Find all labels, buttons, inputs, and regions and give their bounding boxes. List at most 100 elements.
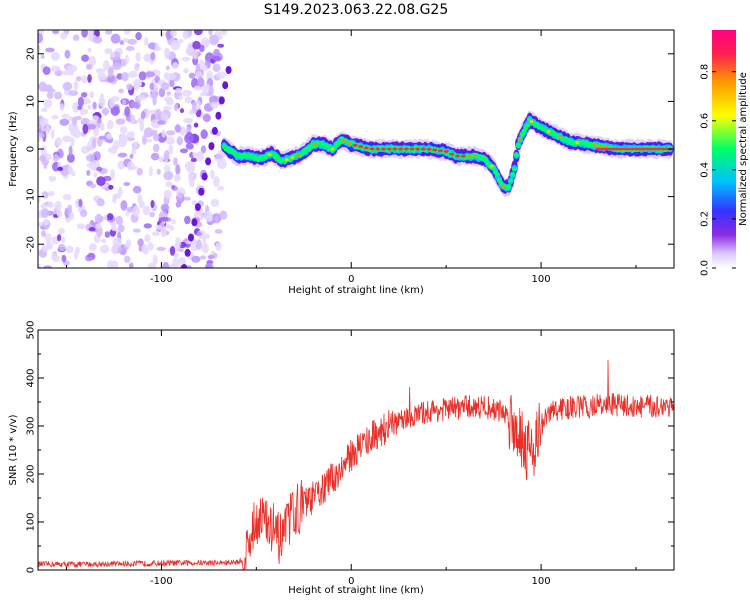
noise-blob [80,117,91,126]
noise-blob [163,170,174,181]
ridge-core [603,147,609,151]
noise-blob [179,148,189,154]
noise-blob [190,157,197,163]
y-tick-label: 0 [26,567,37,573]
ridge-core [432,148,438,152]
noise-blob [106,119,114,130]
noise-blob [124,54,129,64]
noise-blob [164,47,170,59]
noise-blob [209,95,218,105]
noise-blob [130,114,136,124]
noise-blob [126,207,133,212]
noise-blob [118,186,123,197]
noise-blob [135,31,142,41]
noise-streak [205,157,212,166]
ridge-mark [510,172,516,177]
noise-blob [72,34,80,41]
noise-blob [163,72,169,80]
noise-blob [82,108,89,115]
noise-blob [168,144,174,155]
noise-blob [137,194,143,205]
noise-blob [48,175,57,182]
noise-blob [68,211,75,221]
noise-streak [208,142,215,151]
noise-blob [43,84,53,92]
y-tick-label: 0 [26,146,37,152]
noise-blob [81,30,88,38]
ridge-mark [274,153,280,159]
noise-blob [138,71,147,81]
noise-blob [68,145,73,156]
noise-blob [130,101,139,109]
noise-blob [57,166,64,171]
noise-blob [100,93,104,103]
ridge-core [610,147,616,151]
noise-blob [45,233,52,244]
noise-blob [71,170,76,177]
noise-blob [85,154,96,162]
ridge-core [518,138,522,141]
noise-blob [185,49,191,54]
noise-blob [112,62,122,71]
noise-blob [88,55,97,67]
noise-blob [124,255,131,264]
colorbar-tick-label: 0.2 [700,211,711,227]
noise-blob [78,198,83,208]
noise-blob [128,70,138,78]
noise-blob [179,108,185,114]
noise-blob [79,209,88,218]
noise-blob [129,153,134,159]
noise-blob [82,123,89,135]
noise-blob [40,54,45,60]
ridge-core [472,154,477,158]
noise-blob [160,31,165,38]
noise-blob [127,161,135,171]
noise-blob [160,226,167,238]
noise-blob [65,245,74,254]
noise-blob [133,63,140,72]
noise-blob [140,111,146,120]
noise-streak [218,96,225,105]
ridge-core [660,147,665,151]
ridge-core [595,147,601,151]
x-tick-label: 100 [532,274,551,285]
noise-blob [208,30,213,36]
noise-blob [194,100,201,111]
noise-blob [182,89,192,97]
noise-blob [81,92,88,98]
noise-blob [202,113,211,123]
noise-blob [96,198,105,207]
noise-blob [51,30,60,35]
noise-blob [40,203,47,210]
noise-blob [110,33,121,44]
noise-blob [169,245,176,256]
noise-blob [118,136,127,148]
noise-blob [157,120,167,125]
noise-blob [51,253,57,262]
noise-blob [163,150,170,161]
noise-blob [137,238,144,247]
noise-blob [172,258,180,268]
ridge-core [381,147,386,151]
noise-blob [156,246,166,251]
ridge-core [443,149,449,153]
ridge-core [637,147,643,151]
noise-blob [95,68,106,74]
noise-blob [169,79,175,88]
ridge-core [633,147,639,151]
ridge-core [592,143,597,147]
noise-blob [54,91,63,100]
noise-blob [39,155,47,162]
noise-blob [135,52,141,62]
y-tick-label: 200 [26,464,37,483]
noise-blob [112,237,123,248]
noise-blob [171,219,176,225]
noise-region [38,30,232,268]
noise-blob [67,64,78,73]
snr-x-label: Height of straight line (km) [288,585,424,596]
noise-blob [54,200,62,211]
noise-streak [194,203,201,212]
ridge-core [664,147,669,151]
noise-blob [219,210,228,220]
noise-streak [198,187,205,196]
